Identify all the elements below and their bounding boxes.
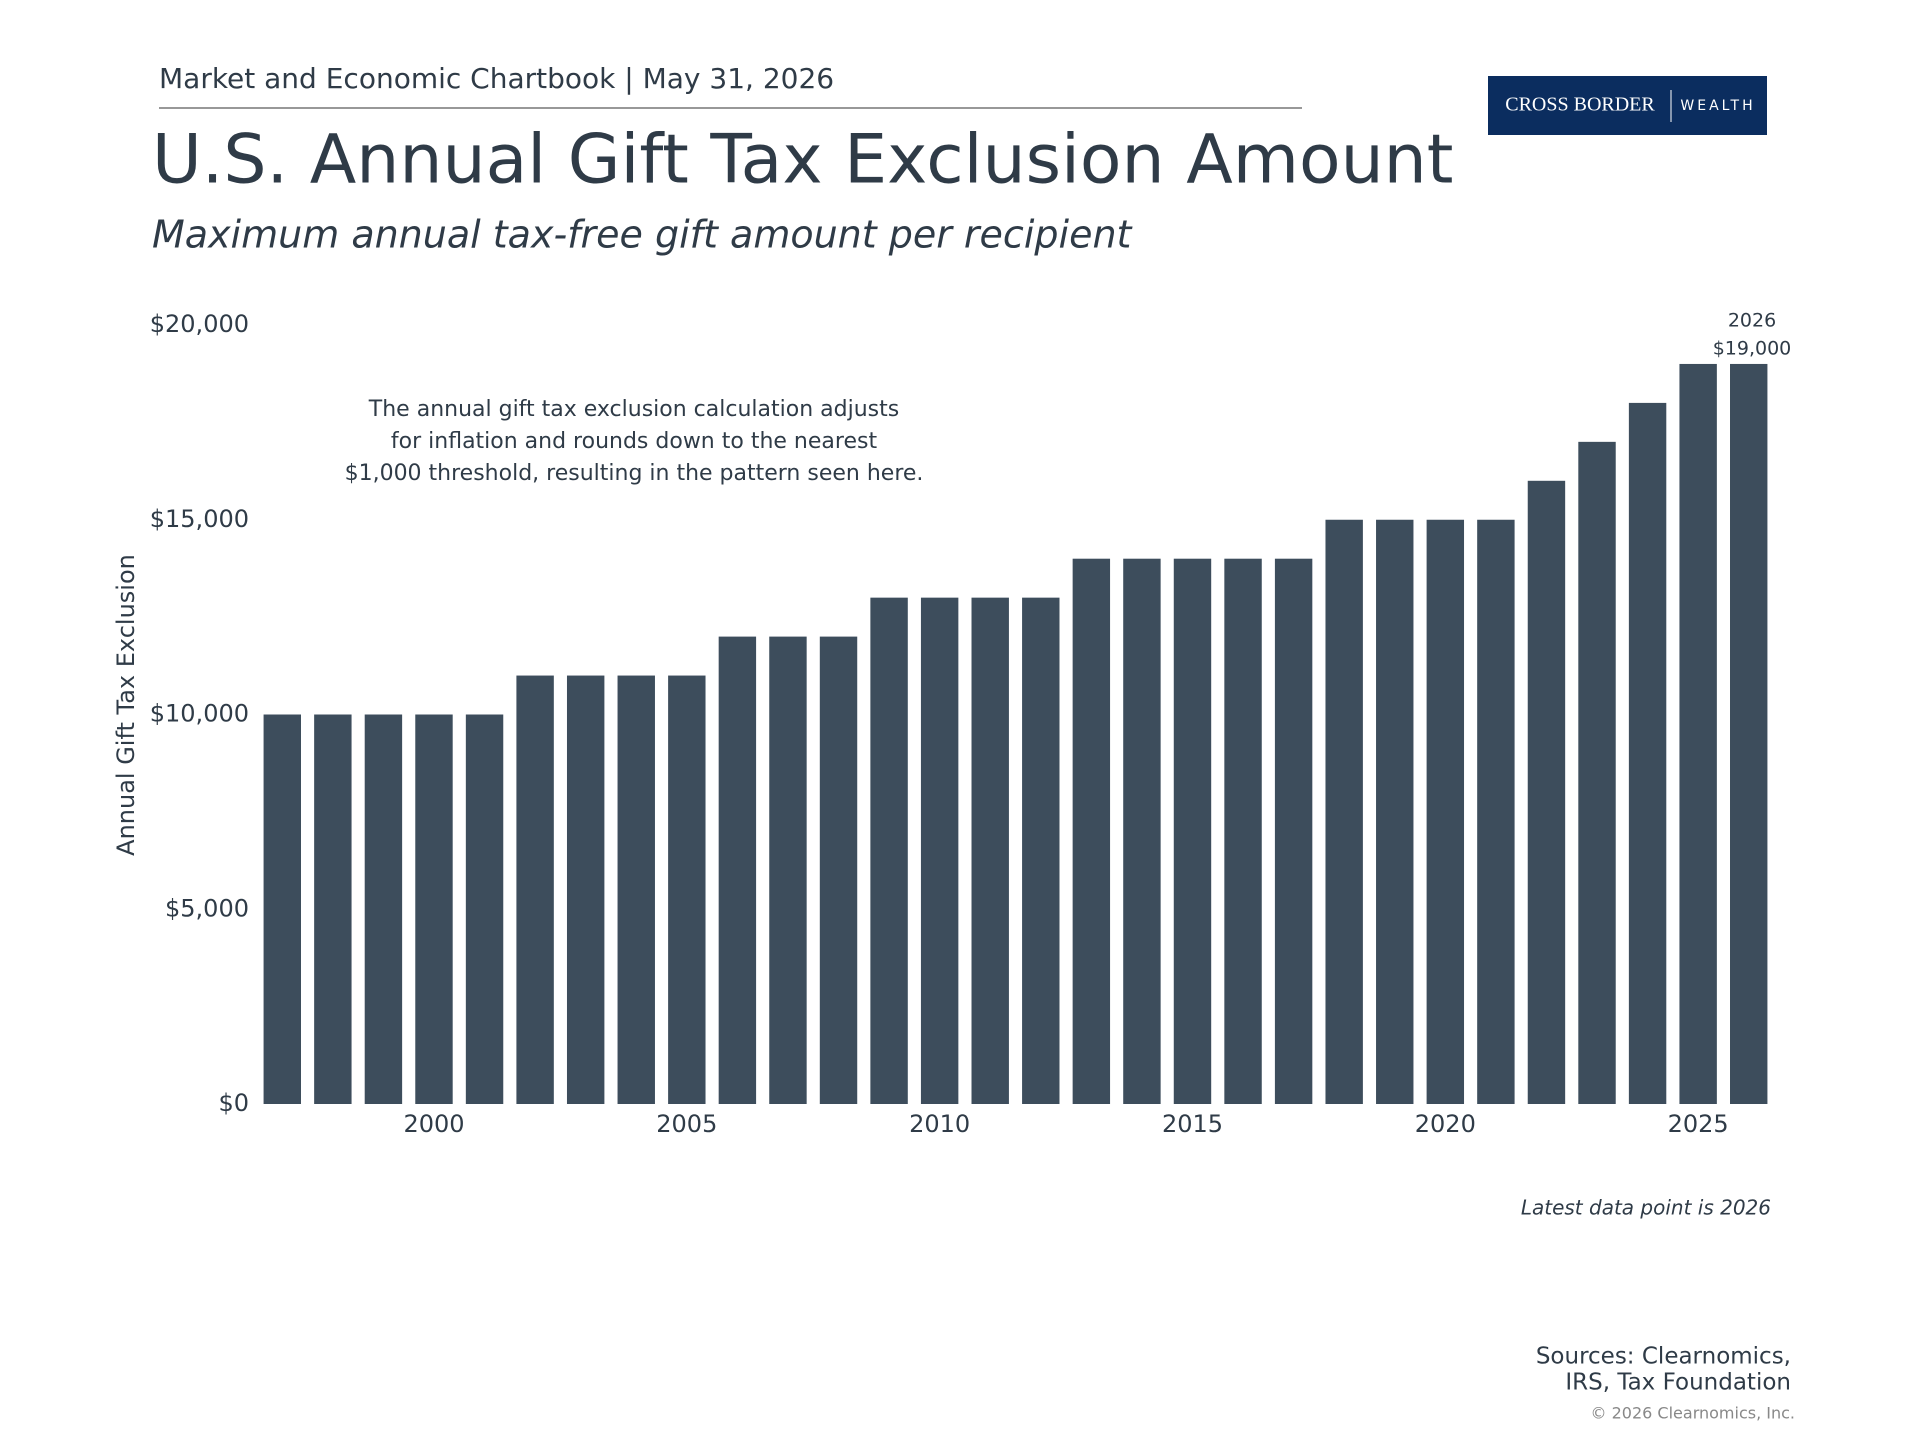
bar <box>971 597 1009 1104</box>
bar <box>1477 519 1515 1104</box>
annotation: The annual gift tax exclusion calculatio… <box>368 397 899 422</box>
bar <box>263 714 301 1104</box>
chart-subtitle: Maximum annual tax-free gift amount per … <box>152 213 1134 257</box>
sources: Sources: Clearnomics, <box>1536 1344 1791 1370</box>
bar <box>1527 480 1566 1104</box>
bar <box>314 714 352 1104</box>
bar <box>1123 558 1161 1104</box>
bar <box>1173 558 1212 1104</box>
annotation: $1,000 threshold, resulting in the patte… <box>345 461 924 486</box>
bar <box>819 636 858 1104</box>
y-axis-label: Annual Gift Tax Exclusion <box>112 554 140 856</box>
y-tick-label: $15,000 <box>150 505 249 533</box>
chartbook-header: Market and Economic Chartbook | May 31, … <box>159 62 834 95</box>
bar <box>516 675 554 1104</box>
x-tick-label: 2015 <box>1162 1110 1223 1138</box>
bar <box>1376 519 1414 1104</box>
x-tick-label: 2010 <box>909 1110 970 1138</box>
bar <box>415 714 453 1104</box>
footnote: Latest data point is 2026 <box>1521 1196 1771 1220</box>
copyright: © 2026 Clearnomics, Inc. <box>1591 1404 1795 1423</box>
bar <box>1628 402 1667 1104</box>
bar <box>769 636 807 1104</box>
x-tick-label: 2025 <box>1668 1110 1729 1138</box>
y-tick-label: $20,000 <box>150 310 249 338</box>
sources: IRS, Tax Foundation <box>1565 1370 1791 1396</box>
bar <box>465 714 504 1104</box>
bar <box>1426 519 1465 1104</box>
bar <box>668 675 706 1104</box>
annotation: for inflation and rounds down to the nea… <box>391 429 878 454</box>
bar <box>617 675 655 1104</box>
last-point-year: 2026 <box>1728 310 1776 332</box>
bar <box>1072 558 1111 1104</box>
bar <box>870 597 908 1104</box>
bar <box>1325 519 1363 1104</box>
bar <box>364 714 403 1104</box>
bar <box>1224 558 1262 1104</box>
last-point-value: $19,000 <box>1713 338 1792 360</box>
x-tick-label: 2020 <box>1415 1110 1476 1138</box>
logo-sub: WEALTH <box>1680 98 1755 114</box>
bar <box>1274 558 1313 1104</box>
bar <box>1679 363 1717 1104</box>
x-tick-label: 2005 <box>656 1110 717 1138</box>
bar <box>718 636 757 1104</box>
chart-title: U.S. Annual Gift Tax Exclusion Amount <box>152 121 1453 200</box>
y-tick-label: $0 <box>218 1089 249 1117</box>
logo <box>1488 76 1767 135</box>
bar <box>1022 597 1060 1104</box>
bar <box>1730 363 1768 1104</box>
y-tick-label: $10,000 <box>150 700 249 728</box>
bar <box>920 597 959 1104</box>
bar <box>566 675 605 1104</box>
x-tick-label: 2000 <box>403 1110 464 1138</box>
y-tick-label: $5,000 <box>165 894 249 922</box>
logo-main: CROSS BORDER <box>1505 94 1655 116</box>
bar <box>1578 441 1616 1105</box>
